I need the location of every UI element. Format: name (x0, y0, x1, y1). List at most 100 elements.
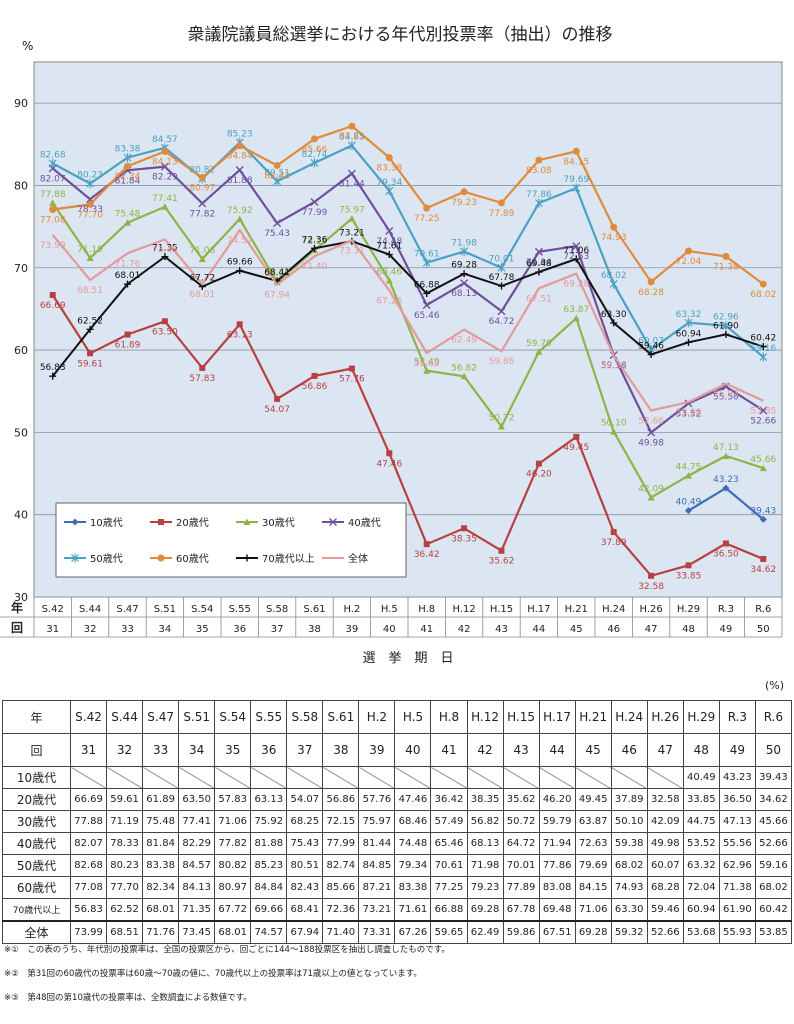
series-5 (49, 122, 767, 288)
legend-label: 50歳代 (90, 553, 123, 565)
table-cell (358, 766, 396, 789)
data-point (647, 351, 655, 359)
data-label: 72.36 (302, 235, 328, 245)
data-point (311, 135, 318, 143)
table-cell (394, 766, 432, 789)
data-label: 68.51 (77, 286, 103, 296)
table-cell (214, 766, 252, 789)
table-cell: 50.10 (610, 810, 648, 833)
x-tick-label-session: 41 (420, 624, 433, 635)
data-point (347, 169, 356, 178)
table-cell: 69.28 (574, 920, 612, 944)
data-label: 79.69 (563, 175, 589, 185)
table-cell (250, 766, 288, 789)
data-point (86, 254, 94, 261)
x-tick-label-year: H.29 (677, 604, 700, 615)
data-point (759, 515, 767, 523)
y-tick-label: 70 (14, 262, 28, 275)
data-label: 52.66 (638, 416, 664, 426)
data-label: 36.42 (414, 550, 440, 560)
table-cell: S.58 (286, 700, 324, 734)
data-label: 57.76 (339, 375, 365, 385)
data-label: 35.62 (489, 557, 515, 567)
table-cell: 81.88 (250, 832, 288, 855)
data-point (497, 263, 506, 273)
table-cell: 42 (466, 733, 504, 767)
table-cell: 84.15 (574, 876, 612, 899)
table-cell: 68.41 (286, 898, 324, 922)
legend-label: 60歳代 (176, 553, 209, 565)
data-label: 71.98 (451, 238, 477, 248)
data-label: 37.89 (601, 538, 627, 548)
x-tick-label-year: H.17 (527, 604, 550, 615)
table-header-year: 年 S.42 S.44 S.47 S.51 S.54 S.55 S.58 S.61 H.2 H.5 H… (2, 700, 793, 734)
series-line (51, 240, 764, 377)
data-label: 57.49 (414, 358, 440, 368)
data-point (199, 364, 206, 371)
data-point (610, 529, 617, 536)
data-point (124, 219, 131, 226)
data-label: 80.97 (189, 183, 215, 193)
data-label: 59.79 (526, 339, 552, 349)
x-axis-title: 選 挙 期 日 (362, 651, 453, 666)
data-point (759, 464, 767, 472)
x-tick-label-session: 46 (607, 624, 620, 635)
table-cell: 77.89 (502, 876, 540, 899)
x-tick-label-year: R.3 (718, 604, 734, 615)
table-cell: 53.52 (682, 832, 720, 855)
table-cell: 49.98 (646, 832, 684, 855)
table-cell: 85.23 (250, 854, 288, 877)
x-tick-label-session: 44 (533, 624, 546, 635)
table-cell: 57.49 (430, 810, 468, 833)
table-cell: 44 (538, 733, 576, 767)
table-cell: 39 (358, 733, 396, 767)
table-cell (538, 766, 576, 789)
table-cell: 63.50 (178, 788, 216, 811)
table-cell: 77.88 (69, 810, 108, 833)
data-point (161, 253, 169, 261)
data-label: 59.65 (414, 359, 440, 369)
data-label: 63.32 (676, 310, 702, 320)
data-label: 38.35 (451, 534, 477, 544)
table-cell: 41 (430, 733, 468, 767)
data-point (721, 321, 730, 331)
data-label: 59.61 (77, 359, 103, 369)
table-cell: 45.66 (754, 810, 793, 833)
table-cell: H.5 (394, 700, 432, 734)
table-cell: 77.08 (69, 876, 108, 899)
data-point (460, 246, 469, 256)
data-label: 59.16 (750, 344, 776, 354)
x-tick-label-session: 39 (346, 624, 359, 635)
table-cell: 39.43 (754, 766, 793, 789)
data-label: 53.52 (676, 409, 702, 419)
table-cell: 71.38 (718, 876, 756, 899)
data-point (572, 183, 581, 193)
table-cell: 59.86 (502, 920, 540, 944)
table-cell (178, 766, 216, 789)
data-label: 67.72 (189, 274, 215, 284)
data-point (160, 162, 169, 171)
table-cell: 73.21 (358, 898, 396, 922)
x-tick-label-year: S.55 (229, 604, 251, 615)
table-cell: H.12 (466, 700, 504, 734)
x-tick-label-year: S.61 (303, 604, 325, 615)
table-cell: 54.07 (286, 788, 324, 811)
table-cell: 69.28 (466, 898, 504, 922)
series-0 (685, 484, 767, 523)
data-label: 63.50 (152, 327, 178, 337)
data-point (460, 270, 468, 278)
table-cell: 49.45 (574, 788, 612, 811)
table-unit: (%) (764, 679, 784, 692)
data-label: 68.13 (451, 289, 477, 299)
data-label: 60.42 (750, 334, 776, 344)
table-cell: 49 (718, 733, 756, 767)
table-cell: 47.46 (394, 788, 432, 811)
table-cell: 77.70 (106, 876, 144, 899)
legend-label: 70歳代以上 (262, 553, 315, 565)
table-cell: R.3 (718, 700, 756, 734)
table-cell: 42.09 (646, 810, 684, 833)
legend-label: 30歳代 (262, 517, 295, 529)
data-point (386, 450, 393, 457)
table-cell: 67.78 (502, 898, 540, 922)
data-label: 53.68 (676, 408, 702, 418)
